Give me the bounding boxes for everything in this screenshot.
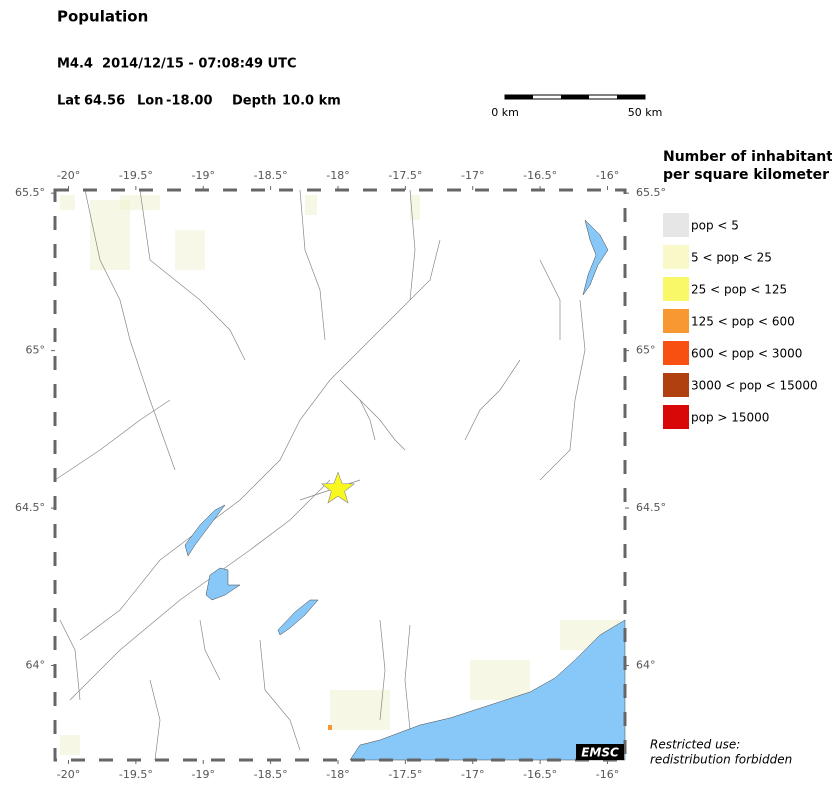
legend-label: pop > 15000 [691, 411, 769, 425]
x-tick-label: -19.5° [119, 768, 153, 781]
legend-label: 600 < pop < 3000 [691, 347, 802, 361]
x-tick-label: -17.5° [388, 768, 422, 781]
y-tick-label: 64° [636, 659, 656, 672]
x-tick-label: -17.5° [388, 169, 422, 182]
notice: redistribution forbidden [650, 753, 792, 767]
population-dots [60, 195, 620, 755]
legend-swatch [663, 309, 689, 333]
legend-label: 5 < pop < 25 [691, 251, 772, 265]
map-body [54, 189, 626, 761]
x-tick-label: -16.5° [523, 169, 557, 182]
x-tick-label: -18.5° [254, 768, 288, 781]
legend-label: 25 < pop < 125 [691, 283, 787, 297]
legend-swatch [663, 245, 689, 269]
x-tick-label: -16.5° [523, 768, 557, 781]
x-tick-label: -18.5° [254, 169, 288, 182]
title: Population [57, 8, 148, 26]
notice: Restricted use: [650, 738, 740, 752]
x-tick-label: -17° [461, 768, 484, 781]
x-tick-label: -16° [596, 169, 619, 182]
legend-swatch [663, 373, 689, 397]
legend-swatch [663, 341, 689, 365]
y-tick-label: 65° [636, 344, 656, 357]
legend-label: 3000 < pop < 15000 [691, 379, 818, 393]
y-tick-label: 65° [26, 344, 46, 357]
lat: 64.56 [84, 94, 125, 109]
lon: -18.00 [166, 94, 213, 109]
event: M4.4 2014/12/15 - 07:08:49 UTC [57, 57, 296, 72]
scale-end: 50 km [628, 106, 663, 119]
x-tick-label: -18° [326, 169, 349, 182]
scale-bar [504, 94, 646, 100]
legend-swatch [663, 405, 689, 429]
y-tick-label: 64.5° [15, 501, 45, 514]
y-tick-label: 65.5° [636, 186, 666, 199]
x-tick-label: -16° [596, 768, 619, 781]
x-tick-label: -19.5° [119, 169, 153, 182]
lat-label: Lat [57, 94, 80, 109]
legend-title: Number of inhabitants [663, 149, 832, 165]
map-frame [53, 188, 627, 762]
depth-label: Depth [232, 94, 276, 109]
x-tick-label: -20° [57, 169, 80, 182]
y-tick-label: 64.5° [636, 501, 666, 514]
legend-swatch [663, 213, 689, 237]
x-tick-label: -19° [191, 768, 214, 781]
x-tick-label: -18° [326, 768, 349, 781]
legend-title: per square kilometer [663, 167, 829, 183]
x-tick-label: -17° [461, 169, 484, 182]
legend-label: pop < 5 [691, 219, 739, 233]
legend-label: 125 < pop < 600 [691, 315, 795, 329]
logo-box [576, 744, 624, 760]
epicenter [320, 471, 355, 504]
legend-swatch [663, 277, 689, 301]
x-tick-label: -20° [57, 768, 80, 781]
depth: 10.0 km [282, 94, 341, 109]
x-tick-label: -19° [191, 169, 214, 182]
y-tick-label: 65.5° [15, 186, 45, 199]
y-tick-label: 64° [26, 659, 46, 672]
logo: EMSC [581, 746, 619, 760]
lon-label: Lon [137, 94, 163, 109]
scale-start: 0 km [491, 106, 519, 119]
